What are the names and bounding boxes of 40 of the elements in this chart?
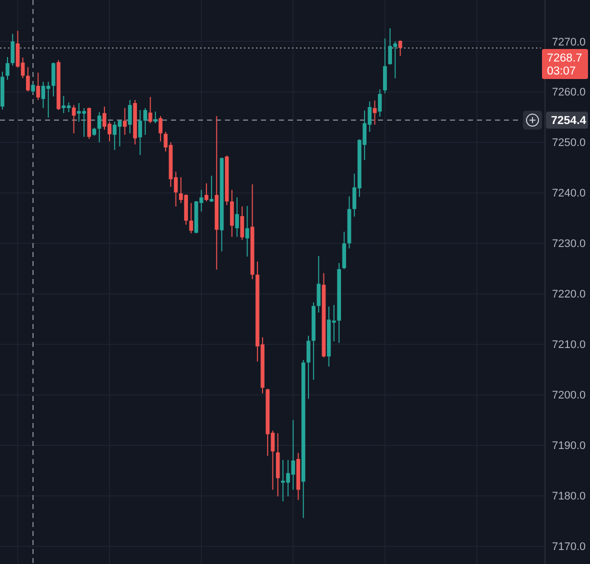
candlestick [148,96,152,124]
candlestick [235,196,239,238]
y-tick-label: 7180.0 [552,490,586,503]
y-tick-label: 7230.0 [552,238,586,250]
candlestick [378,88,382,118]
candlestick [10,33,15,66]
candlestick [143,108,148,136]
candlestick [52,62,56,97]
candlestick [138,110,142,156]
ref-line-label: 7254.4 [551,115,587,128]
candlestick [316,255,321,314]
candlestick [97,112,102,143]
y-tick-label: 7260.0 [552,86,586,99]
candlestick [158,116,162,142]
y-tick-label: 7220.0 [552,288,586,301]
y-tick-label: 7200.0 [552,390,586,402]
candlestick [210,175,214,202]
y-tick-label: 7250.0 [552,137,586,150]
candlestick [240,206,244,240]
y-tick-label: 7190.0 [552,440,586,452]
candlestick [154,111,158,124]
y-tick-label: 7170.0 [552,541,586,554]
candlestick [31,83,35,94]
candlestick [245,206,250,257]
candlestick [372,100,377,126]
candlestick [36,72,40,100]
candlestick [128,99,132,134]
candlestick [398,40,402,57]
candlestick [26,66,30,92]
y-tick-label: 7270.0 [552,36,586,48]
candlestick [189,202,194,234]
candlestick [122,108,127,136]
candlestick [204,182,208,202]
candlestick [72,104,76,134]
y-tick-label: 7210.0 [552,339,586,352]
ref-line-label: 7268.7 [547,52,582,64]
candlestick [306,335,310,400]
y-tick-label: 7240.0 [552,188,586,200]
text: 03:07 [547,65,576,78]
candlestick [6,56,10,80]
